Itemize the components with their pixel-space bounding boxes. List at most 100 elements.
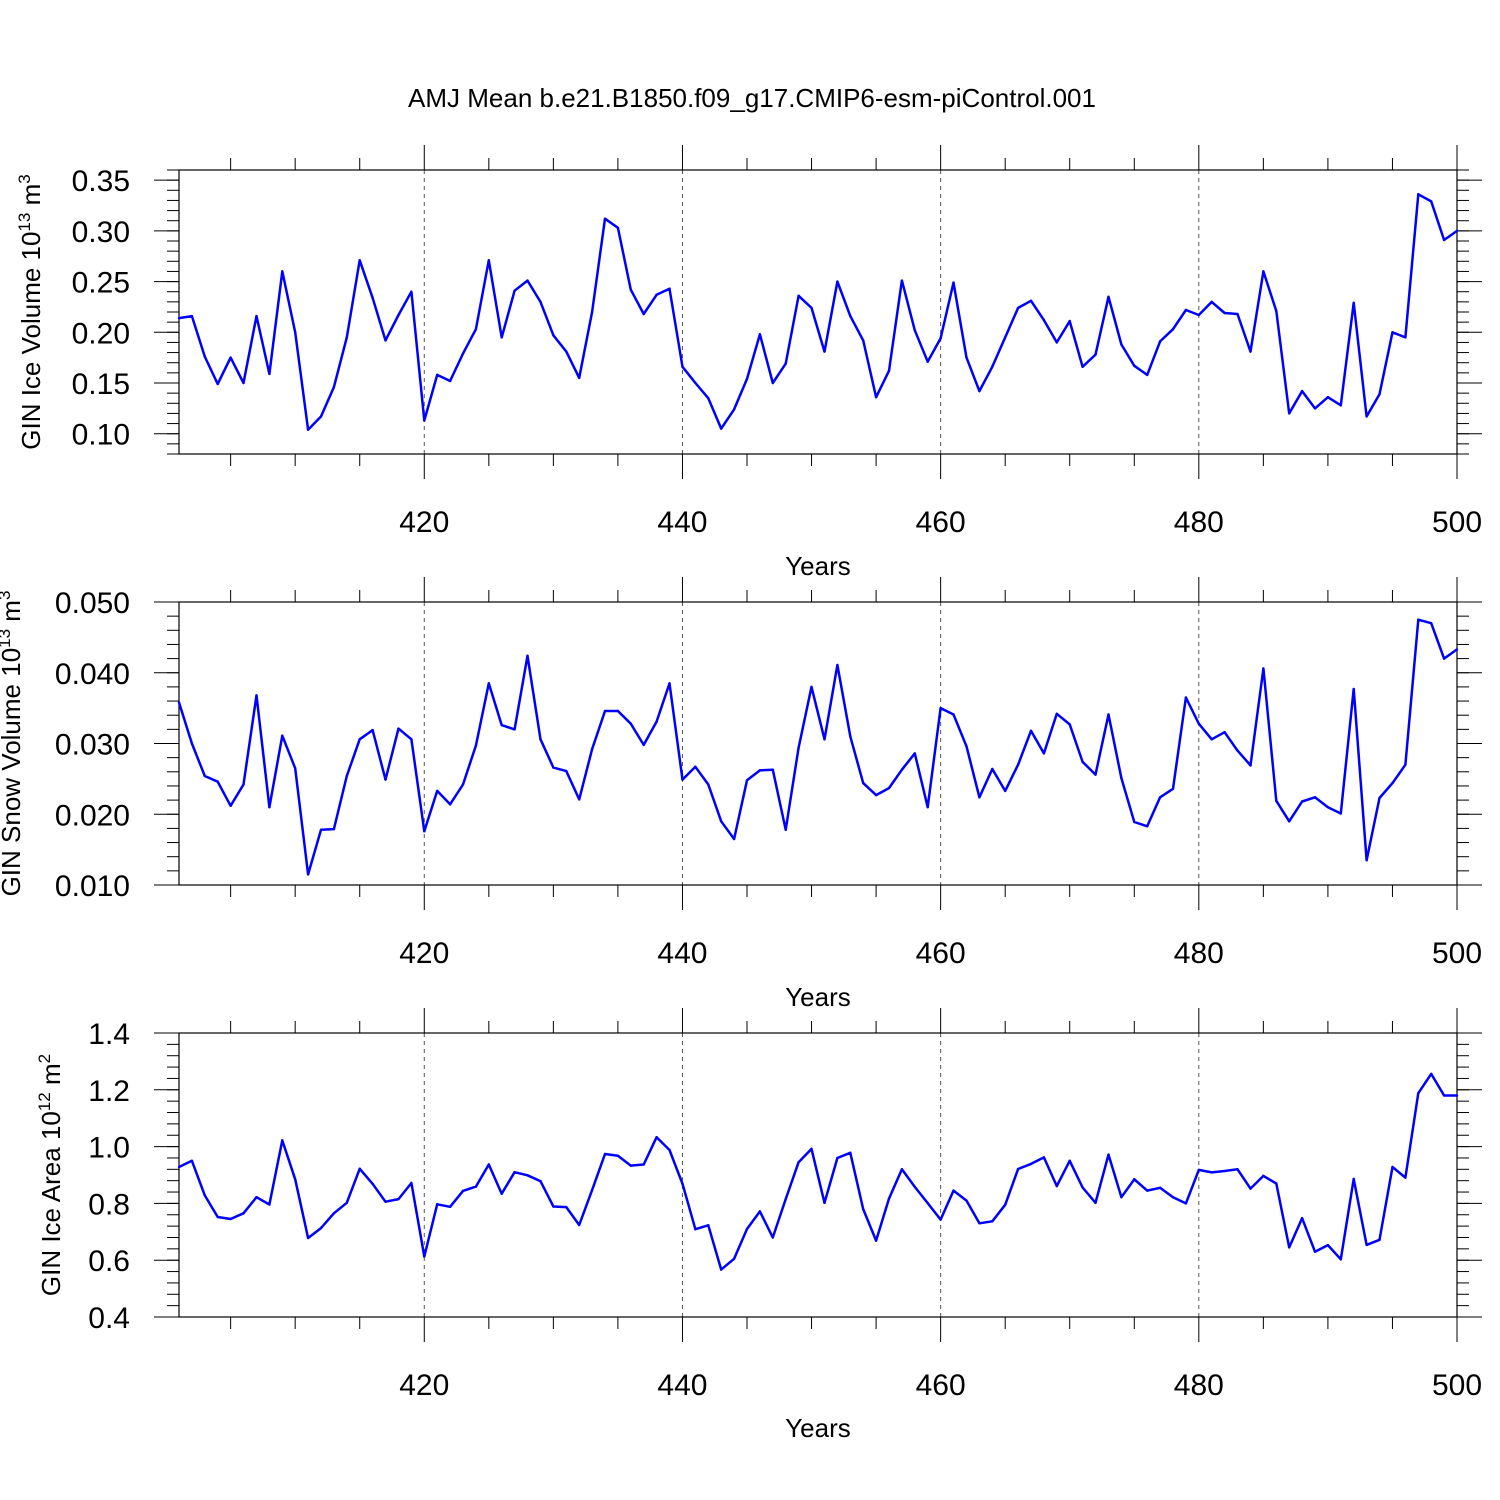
data-point bbox=[758, 333, 762, 336]
data-point bbox=[978, 389, 981, 393]
data-point bbox=[616, 1154, 620, 1157]
data-point bbox=[1236, 1168, 1239, 1171]
data-point bbox=[1262, 270, 1265, 273]
data-point bbox=[1249, 764, 1252, 767]
data-point bbox=[590, 1188, 594, 1192]
data-point bbox=[1378, 796, 1381, 800]
data-point bbox=[1326, 805, 1330, 809]
data-point bbox=[681, 365, 684, 368]
data-point bbox=[823, 350, 826, 353]
data-point bbox=[1197, 722, 1201, 725]
data-point bbox=[745, 779, 749, 782]
data-point bbox=[694, 765, 697, 769]
data-point bbox=[384, 339, 387, 342]
data-point bbox=[487, 1163, 491, 1166]
data-point bbox=[771, 381, 775, 385]
y-axis-title: GIN Snow Volume 1013 m3 bbox=[0, 591, 26, 897]
data-point bbox=[900, 768, 904, 771]
data-point bbox=[1120, 343, 1123, 346]
x-tick-label: 460 bbox=[916, 1369, 966, 1402]
data-point bbox=[306, 428, 310, 431]
data-point bbox=[1223, 730, 1226, 734]
x-tick-label: 480 bbox=[1174, 506, 1224, 539]
y-tick-label: 0.6 bbox=[88, 1245, 130, 1278]
data-point bbox=[797, 746, 800, 749]
data-point bbox=[1120, 776, 1123, 780]
data-point bbox=[216, 382, 219, 386]
x-tick-label: 480 bbox=[1174, 937, 1224, 970]
data-point bbox=[732, 408, 736, 411]
data-point bbox=[345, 774, 349, 778]
data-point bbox=[423, 830, 426, 833]
data-point bbox=[1003, 336, 1007, 339]
data-point bbox=[371, 296, 374, 299]
data-point bbox=[1107, 1153, 1110, 1156]
data-point bbox=[229, 1217, 232, 1221]
data-point bbox=[526, 1174, 529, 1177]
data-point bbox=[1210, 738, 1213, 741]
data-point bbox=[306, 1236, 310, 1240]
data-point bbox=[1158, 340, 1162, 343]
data-point bbox=[616, 709, 620, 713]
data-point bbox=[1417, 1092, 1420, 1095]
data-point bbox=[1068, 1159, 1071, 1163]
data-point bbox=[397, 313, 400, 317]
data-point bbox=[410, 738, 413, 741]
data-point bbox=[861, 339, 865, 342]
data-point bbox=[242, 783, 245, 786]
data-point bbox=[319, 415, 323, 418]
data-point bbox=[978, 796, 981, 799]
data-point bbox=[448, 1205, 452, 1209]
data-point bbox=[552, 334, 555, 337]
data-point bbox=[1442, 1094, 1446, 1097]
data-point bbox=[1003, 1203, 1007, 1207]
data-point bbox=[229, 804, 232, 807]
data-point bbox=[1184, 1202, 1188, 1205]
data-point bbox=[565, 1205, 568, 1209]
x-tick-label: 500 bbox=[1432, 506, 1482, 539]
data-point bbox=[1055, 341, 1059, 344]
data-point bbox=[500, 1192, 503, 1195]
y-axis-title: GIN Ice Volume 1013 m3 bbox=[15, 174, 46, 450]
data-point bbox=[823, 1201, 826, 1205]
data-point bbox=[1029, 299, 1033, 303]
data-point bbox=[577, 1223, 581, 1227]
data-point bbox=[1145, 1189, 1149, 1192]
data-point bbox=[849, 314, 852, 318]
y-tick-label: 0.020 bbox=[55, 799, 130, 832]
data-point bbox=[681, 1182, 684, 1186]
data-point bbox=[397, 1197, 400, 1201]
data-point bbox=[668, 287, 671, 290]
data-point bbox=[1378, 392, 1381, 396]
data-point bbox=[1339, 404, 1343, 407]
data-point bbox=[797, 1161, 800, 1164]
data-point bbox=[242, 1212, 245, 1215]
data-point bbox=[1171, 1195, 1175, 1199]
data-point bbox=[1107, 713, 1110, 716]
data-point bbox=[319, 828, 323, 832]
data-point bbox=[1171, 328, 1175, 331]
x-tick-label: 440 bbox=[657, 937, 707, 970]
data-point bbox=[281, 734, 284, 737]
data-point bbox=[293, 767, 297, 770]
data-point bbox=[1158, 796, 1162, 799]
y-tick-label: 1.2 bbox=[88, 1075, 130, 1108]
data-point bbox=[655, 720, 658, 723]
data-point bbox=[771, 768, 775, 771]
data-point bbox=[435, 1203, 439, 1206]
x-tick-label: 440 bbox=[657, 506, 707, 539]
data-point bbox=[474, 328, 478, 331]
data-point bbox=[1158, 1186, 1162, 1189]
data-point bbox=[1081, 1186, 1084, 1189]
data-point bbox=[1287, 820, 1291, 823]
data-point bbox=[526, 279, 529, 282]
data-point bbox=[474, 744, 478, 747]
data-point bbox=[1391, 331, 1394, 334]
data-point bbox=[177, 316, 181, 320]
data-point bbox=[991, 1220, 994, 1223]
data-point bbox=[371, 1182, 374, 1186]
data-point bbox=[448, 379, 452, 383]
data-point bbox=[1081, 760, 1084, 764]
data-point bbox=[1055, 712, 1059, 715]
data-point bbox=[500, 723, 503, 727]
